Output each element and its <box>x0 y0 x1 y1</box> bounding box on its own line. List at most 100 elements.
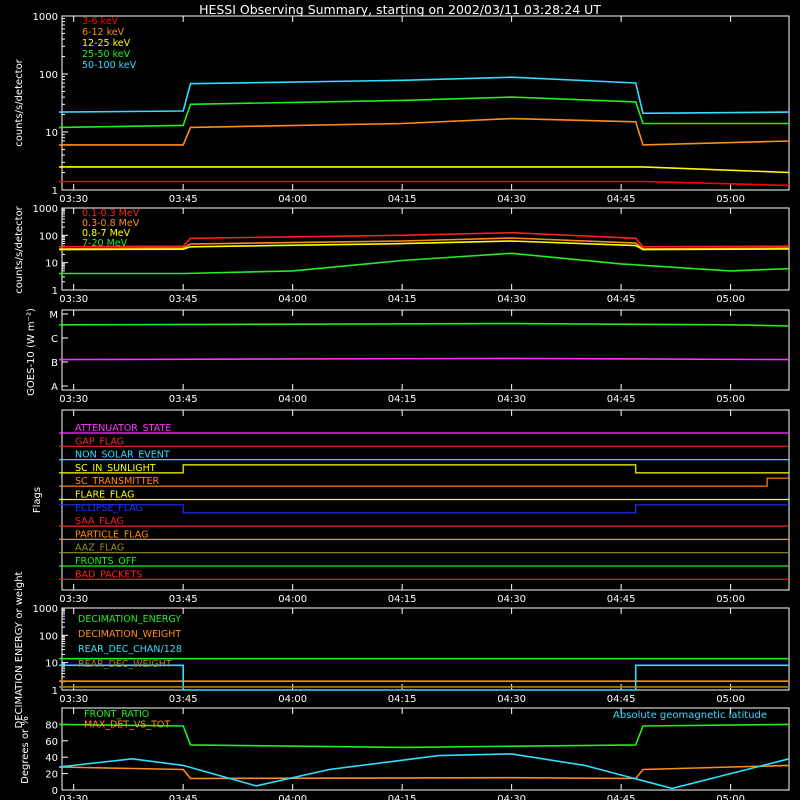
x-tick-label: 04:15 <box>388 794 417 800</box>
annotation-geomagnetic-latitude: Absolute geomagnetic latitude <box>613 710 767 721</box>
y-tick-label: M <box>49 310 58 321</box>
panel-ratio: 03:30 03:45 04:00 04:15 04:30 04:45 05:00 Degre… <box>20 707 790 800</box>
x-tick-label: 05:00 <box>716 794 745 800</box>
legend-entry: 0.3-0.8 MeV <box>82 218 140 229</box>
x-tick-label: 03:45 <box>169 794 198 800</box>
panel-low-energy: 03:30 03:45 04:00 04:15 04:30 04:45 05:00 count… <box>14 12 790 205</box>
panel-flags: 03:30 03:45 04:00 04:15 04:30 04:45 05:00 Flags… <box>32 409 790 605</box>
flag-label: ECLIPSE_FLAG <box>75 503 143 514</box>
x-tick-label: 03:30 <box>59 294 88 305</box>
series-line <box>59 723 790 749</box>
x-tick-label: 03:30 <box>59 394 88 405</box>
x-tick-label: 04:00 <box>278 194 307 205</box>
series-line <box>59 237 790 250</box>
x-tick-label: 04:45 <box>607 794 636 800</box>
flag-label: SC_TRANSMITTER <box>75 476 160 487</box>
flag-label: NON_SOLAR_EVENT <box>75 450 170 461</box>
series-line <box>59 664 789 691</box>
x-tick-label: 04:00 <box>278 594 307 605</box>
x-tick-label: 04:00 <box>278 394 307 405</box>
legend-entry: 0.1-0.3 MeV <box>82 208 140 219</box>
legend-entry: 3-6 keV <box>82 16 119 27</box>
legend-entry: 50-100 keV <box>82 60 137 71</box>
x-tick-label: 04:30 <box>497 294 526 305</box>
y-tick-label: 40 <box>45 753 58 764</box>
panel-frame <box>61 707 790 791</box>
legend-entry: REAR_DEC_CHAN/128 <box>78 644 182 655</box>
y-tick-label: 100 <box>39 631 58 642</box>
y-tick-label: 10 <box>45 259 58 270</box>
x-tick-label: 04:15 <box>388 394 417 405</box>
x-tick-label: 04:00 <box>278 294 307 305</box>
y-tick-label: C <box>51 334 58 345</box>
x-tick-label: 04:15 <box>388 294 417 305</box>
legend-entry: DECIMATION_WEIGHT <box>78 629 181 640</box>
x-tick-label: 04:15 <box>388 694 417 705</box>
x-tick-label: 03:45 <box>169 294 198 305</box>
series-line <box>59 117 790 146</box>
panel-high-energy: 03:30 03:45 04:00 04:15 04:30 04:45 05:00 count… <box>14 204 790 305</box>
x-tick-label: 05:00 <box>716 694 745 705</box>
legend-entry: 6-12 keV <box>82 27 125 38</box>
y-axis-label: DECIMATION ENERGY or weight <box>14 571 25 728</box>
x-tick-label: 03:30 <box>59 794 88 800</box>
flag-line <box>59 477 789 487</box>
y-tick-label: 20 <box>45 770 58 781</box>
legend-entry: 7-20 MeV <box>82 238 128 249</box>
series-line <box>59 357 790 361</box>
x-tick-label: 05:00 <box>716 194 745 205</box>
flag-label: SAA_FLAG <box>75 516 124 527</box>
y-axis-label: counts/s/detector <box>14 58 25 146</box>
series-line <box>59 764 790 780</box>
x-tick-label: 04:30 <box>497 194 526 205</box>
y-axis-label: GOES-10 (W m⁻²) <box>26 308 37 396</box>
series-line <box>59 252 790 275</box>
y-tick-label: 1000 <box>33 12 58 23</box>
flag-label: FRONTS_OFF <box>75 556 137 567</box>
series-line <box>59 76 790 115</box>
x-tick-label: 03:30 <box>59 194 88 205</box>
y-tick-label: 1 <box>52 686 58 697</box>
y-tick-label: 1000 <box>33 204 58 215</box>
y-tick-label: B <box>51 358 58 369</box>
x-tick-label: 04:45 <box>607 394 636 405</box>
x-tick-label: 04:30 <box>497 694 526 705</box>
flag-label: FLARE_FLAG <box>75 490 135 501</box>
x-tick-label: 04:45 <box>607 694 636 705</box>
panel-frame <box>61 309 790 391</box>
y-tick-label: 100 <box>39 231 58 242</box>
legend-entry: 0.8-7 MeV <box>82 228 131 239</box>
y-tick-label: 10 <box>45 659 58 670</box>
x-tick-label: 04:45 <box>607 294 636 305</box>
flag-label: GAP_FLAG <box>75 436 124 447</box>
x-tick-label: 04:00 <box>278 794 307 800</box>
y-tick-label: 80 <box>45 720 58 731</box>
y-tick-label: 1 <box>52 286 58 297</box>
series-line <box>59 753 790 790</box>
x-tick-label: 04:00 <box>278 694 307 705</box>
legend-entry: 12-25 keV <box>82 38 131 49</box>
flag-line <box>59 504 789 514</box>
y-axis-label: Flags <box>32 487 43 513</box>
x-tick-label: 04:30 <box>497 594 526 605</box>
y-tick-label: A <box>51 382 58 393</box>
legend-entry: DECIMATION_ENERGY <box>78 614 181 625</box>
y-axis-label: Degrees or % <box>20 716 31 784</box>
panel-decimation: 03:30 03:45 04:00 04:15 04:30 04:45 05:00 DECIM… <box>14 571 790 728</box>
series-line <box>59 231 790 248</box>
x-tick-label: 04:30 <box>497 794 526 800</box>
x-tick-label: 04:30 <box>497 394 526 405</box>
y-tick-label: 10 <box>45 128 58 139</box>
legend-entry: REAR_DEC_WEIGHT <box>78 659 172 670</box>
series-line <box>59 166 790 174</box>
panel-goes: 03:30 03:45 04:00 04:15 04:30 04:45 05:00 GOES-… <box>26 308 790 405</box>
flag-label: SC_IN_SUNLIGHT <box>75 463 156 474</box>
chart-title: HESSI Observing Summary, starting on 200… <box>199 2 601 17</box>
flag-label: ATTENUATOR_STATE <box>75 423 171 434</box>
x-tick-label: 03:30 <box>59 694 88 705</box>
x-tick-label: 04:45 <box>607 594 636 605</box>
x-tick-label: 03:45 <box>169 394 198 405</box>
y-tick-label: 1 <box>52 186 58 197</box>
x-tick-label: 03:45 <box>169 194 198 205</box>
